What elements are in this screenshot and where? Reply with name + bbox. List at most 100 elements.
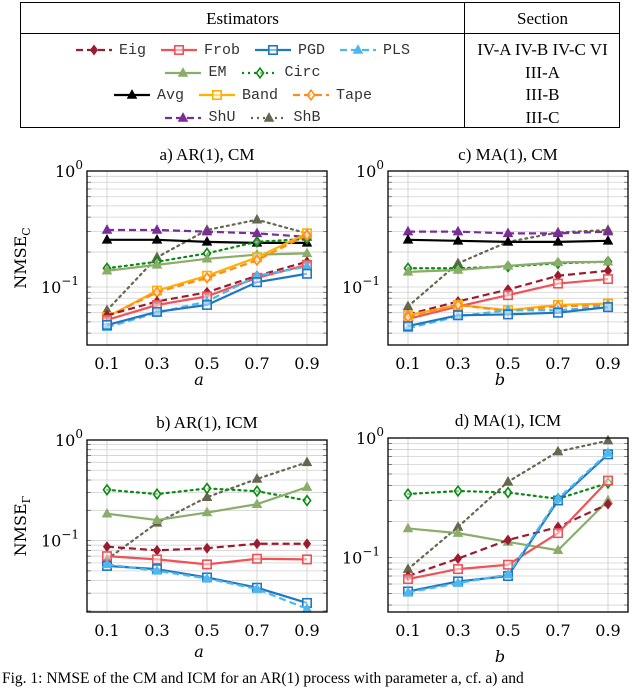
legend-row: Avg Band Tape [21,84,464,106]
series-line-tape [106,234,308,319]
legend-label: Circ [284,64,321,81]
x-tick-label: 0.9 [294,354,319,373]
subplot-title: d) MA(1), ICM [455,411,561,430]
data-point-frob [552,528,563,539]
data-point-frob [502,290,513,301]
x-tick-label: 0.1 [395,354,420,373]
y-axis-label: NMSEΓ [11,495,33,556]
data-point-em [552,544,564,555]
data-point-circ [102,483,112,496]
x-tick-label: 0.7 [244,354,269,373]
data-point-frob [252,553,263,564]
series-line-circ [105,487,309,502]
x-tick-label: 0.5 [495,354,520,373]
data-point-frob [552,278,563,289]
data-point-avg [602,234,614,245]
figure-caption: Fig. 1: NMSE of the CM and ICM for an AR… [2,670,524,687]
legend-label: Avg [156,86,184,104]
data-point-em [452,264,464,274]
data-point-em [201,252,213,263]
data-point-pls [151,564,163,575]
data-point-tape [202,271,212,284]
legend-marker-shb-icon [263,111,274,122]
series-line-circ [406,481,610,500]
data-point-tape [252,254,262,267]
y-axis-label: NMSEC [11,227,33,288]
legend-label: PLS [383,41,411,59]
data-point-circ [453,484,463,498]
legend-marker-eig-icon [89,44,99,56]
data-point-em [552,256,564,267]
y-tick-label: 10−1 [342,545,380,568]
data-point-avg [502,235,514,246]
data-point-pgd [402,321,413,332]
series-line-eig [407,503,609,578]
legend-marker-frob-icon [173,44,184,55]
x-tick-label: 0.1 [94,354,119,373]
data-point-pgd [552,307,563,318]
legend-marker-band-icon [211,89,222,100]
data-point-pgd [452,310,463,321]
data-point-frob [301,554,312,565]
series-circ [102,482,312,507]
legend-section-label: III-A [525,62,560,82]
x-tick-label: 0.5 [194,621,219,640]
legend-item-em: EM [164,64,227,81]
x-tick-label: 0.1 [94,621,119,640]
data-point-shu [201,225,213,236]
x-tick-label: 0.5 [194,354,219,373]
data-point-frob [152,554,163,565]
data-point-pgd [252,277,263,288]
data-point-circ [252,235,262,249]
data-point-frob [502,559,513,570]
data-point-pls [552,492,564,503]
data-point-em [151,514,163,524]
legend-item-circ: Circ [241,64,321,81]
legend-row: EM Circ [21,62,464,84]
data-point-pgd [202,299,213,310]
series-pgd [102,268,312,331]
x-axis-label: b [495,647,505,666]
data-point-pgd [602,302,613,313]
legend-line-tape-icon [293,88,329,102]
data-point-avg [101,233,113,244]
legend-line-em-icon [165,66,202,77]
legend-label: EM [208,64,227,81]
data-point-frob [602,475,613,486]
plot-frame [387,437,629,613]
legend-line-band-icon [198,89,235,100]
legend-column-divider [464,3,465,127]
x-tick-label: 0.7 [244,621,269,640]
x-axis-label: a [194,642,204,661]
data-point-eig [453,553,463,565]
legend-item-band: Band [198,87,278,104]
legend-row: ShU ShB [21,107,464,129]
data-point-eig [503,534,513,546]
data-point-frob [602,274,613,285]
legend-item-eig: Eig [75,42,146,59]
data-point-shu [151,224,163,234]
plot-frame [387,170,629,346]
data-point-pgd [301,268,312,279]
plot-frame [86,439,328,613]
legend-line-pls-icon [340,44,377,54]
series-shu [402,225,614,238]
data-point-circ [202,482,212,495]
data-point-pls [251,583,263,593]
subplot-title: c) MA(1), CM [458,145,558,164]
data-point-eig [152,544,162,556]
legend-table: Estimators Section Eig Frob PGD PLS IV-A IV-… [20,2,620,128]
data-point-em [452,527,464,537]
legend-section-label: III-B [525,85,560,104]
x-tick-label: 0.3 [445,621,470,640]
data-point-circ [252,484,262,498]
legend-item-tape: Tape [292,87,372,104]
x-tick-label: 0.7 [545,621,570,640]
subplot-d: d) MA(1), ICM 0.1 0.3 0.5 0.7 0.9 b 100 10−1 [342,411,629,666]
data-point-shb [402,300,414,311]
legend-item-shb: ShB [250,109,321,126]
legend-label: Band [241,86,278,104]
x-tick-label: 0.9 [595,621,620,640]
series-avg [402,233,614,246]
